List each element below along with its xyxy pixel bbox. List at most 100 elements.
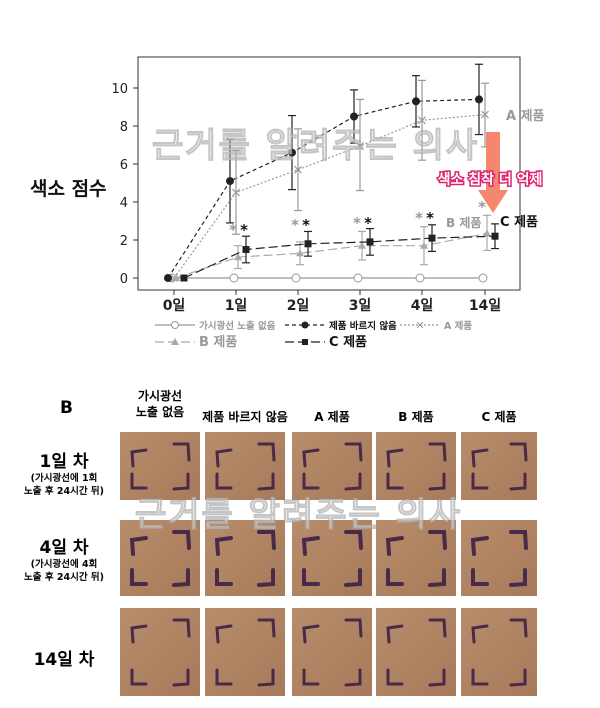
significance-star: * <box>229 221 237 239</box>
y-tick-label: 6 <box>120 158 128 173</box>
series-line <box>175 232 488 279</box>
column-header: 제품 바르지 않음 <box>202 410 288 424</box>
data-point <box>412 97 420 106</box>
data-point <box>366 238 374 246</box>
legend-marker <box>171 321 179 329</box>
legend-label: 제품 바르지 않음 <box>329 320 397 332</box>
y-tick-label: 0 <box>120 272 128 287</box>
column-header: B 제품 <box>398 410 434 424</box>
corner-marks <box>470 530 528 587</box>
data-point <box>304 240 312 248</box>
data-point <box>234 253 242 261</box>
skin-photo <box>376 520 456 596</box>
legend-label: C 제품 <box>329 335 367 350</box>
arrow-text: 색소 침착 더 억제 <box>438 171 543 188</box>
data-point <box>475 95 483 104</box>
data-point <box>296 249 304 257</box>
column-header: A 제품 <box>314 410 350 424</box>
series-line <box>183 235 496 279</box>
significance-star: * <box>240 221 248 239</box>
corner-marks <box>302 442 363 491</box>
significance-star: * <box>478 198 486 216</box>
data-point <box>358 241 366 249</box>
data-point <box>294 165 302 174</box>
corner-marks <box>215 618 276 687</box>
watermark: 근거를 알려주는 의사 <box>134 495 463 535</box>
y-tick-label: 2 <box>120 234 128 249</box>
data-point <box>415 273 425 283</box>
skin-photo <box>205 432 285 500</box>
data-point <box>172 274 180 281</box>
legend-label: B 제품 <box>199 335 237 350</box>
legend-marker <box>171 338 179 345</box>
significance-star: * <box>302 216 310 234</box>
series-line <box>173 114 486 279</box>
label-a-product: A 제품 <box>506 109 545 124</box>
row-subtitle: 노출 후 24시간 뒤) <box>24 486 104 497</box>
row-label: 14일 차 <box>0 645 128 670</box>
significance-star: * <box>426 209 434 227</box>
corner-marks <box>386 618 447 687</box>
legend-label: A 제품 <box>444 320 472 332</box>
legend-marker <box>416 321 424 329</box>
row-title: 14일 차 <box>33 650 95 670</box>
skin-photo <box>292 608 372 696</box>
skin-photo <box>376 432 456 500</box>
data-point <box>164 274 172 282</box>
arrow-shaft <box>486 132 500 190</box>
data-point <box>353 273 363 283</box>
panel-b-label: B <box>60 398 73 418</box>
skin-photo <box>120 608 200 696</box>
corner-marks <box>129 530 191 587</box>
significance-star: * <box>353 214 361 232</box>
skin-photo <box>292 520 372 596</box>
skin-photo <box>461 432 537 500</box>
row-subtitle: 노출 후 24시간 뒤) <box>24 572 104 583</box>
y-tick-label: 4 <box>120 196 128 211</box>
corner-marks <box>130 442 191 491</box>
data-point <box>229 273 239 283</box>
data-point <box>242 246 250 253</box>
skin-photo <box>461 520 537 596</box>
column-header: C 제품 <box>481 410 517 424</box>
y-tick-label: 8 <box>120 120 128 135</box>
corner-marks <box>385 530 447 587</box>
row-subtitle: (가시광선에 4회 <box>30 559 98 570</box>
data-point <box>483 229 491 237</box>
plot-frame <box>137 56 521 291</box>
x-tick-label: 4일 <box>411 298 434 314</box>
y-axis-label: 색소 점수 <box>30 178 107 200</box>
data-point <box>180 274 188 282</box>
series-line <box>167 98 480 279</box>
skin-photo <box>461 608 537 696</box>
column-header: 가시광선 노출 없음 <box>135 389 185 419</box>
skin-photo <box>205 608 285 696</box>
row-title: 1일 차 <box>39 452 89 472</box>
significance-star: * <box>364 214 372 232</box>
legend-marker <box>301 321 309 329</box>
watermark: 근거를 알려주는 의사 <box>151 126 480 166</box>
legend-label: 가시광선 노출 없음 <box>199 320 276 332</box>
skin-photo <box>120 520 200 596</box>
corner-marks <box>471 618 528 687</box>
corner-marks <box>386 442 447 491</box>
x-tick-label: 1일 <box>225 298 248 314</box>
data-point <box>356 142 364 150</box>
data-point <box>481 110 489 119</box>
corner-marks <box>215 442 276 491</box>
x-tick-label: 14일 <box>469 298 501 314</box>
corner-marks <box>302 618 363 687</box>
row-label: 1일 차 (가시광선에 1회 노출 후 24시간 뒤) <box>0 447 128 498</box>
data-point <box>478 273 488 283</box>
x-tick-label: 3일 <box>349 298 372 314</box>
data-point <box>418 116 426 125</box>
arrow-head <box>478 190 508 213</box>
data-point <box>428 234 436 242</box>
skin-photo <box>292 432 372 500</box>
x-tick-label: 2일 <box>287 298 310 314</box>
label-b-product: B 제품 <box>446 216 481 230</box>
data-point <box>291 273 301 283</box>
corner-marks <box>301 530 363 587</box>
skin-photo <box>376 608 456 696</box>
